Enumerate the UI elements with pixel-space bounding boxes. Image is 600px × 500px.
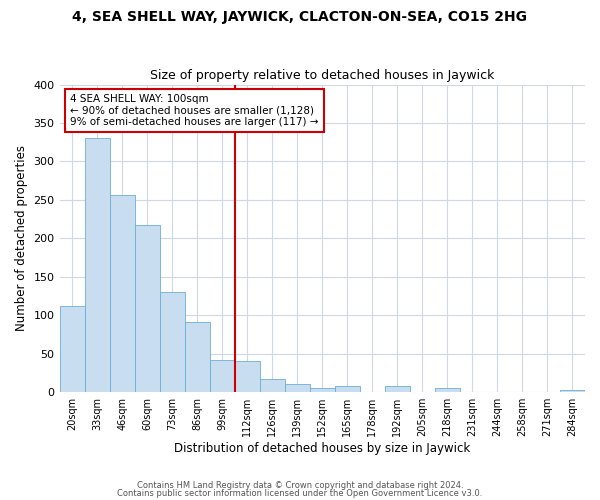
Bar — [285, 384, 310, 392]
Bar — [235, 362, 260, 392]
Text: Contains HM Land Registry data © Crown copyright and database right 2024.: Contains HM Land Registry data © Crown c… — [137, 481, 463, 490]
Bar — [209, 360, 235, 392]
Bar — [110, 196, 134, 392]
Bar — [134, 224, 160, 392]
Y-axis label: Number of detached properties: Number of detached properties — [15, 146, 28, 332]
Bar — [335, 386, 360, 392]
Bar — [260, 379, 285, 392]
X-axis label: Distribution of detached houses by size in Jaywick: Distribution of detached houses by size … — [174, 442, 470, 455]
Text: 4, SEA SHELL WAY, JAYWICK, CLACTON-ON-SEA, CO15 2HG: 4, SEA SHELL WAY, JAYWICK, CLACTON-ON-SE… — [73, 10, 527, 24]
Bar — [385, 386, 410, 392]
Title: Size of property relative to detached houses in Jaywick: Size of property relative to detached ho… — [150, 69, 494, 82]
Bar — [160, 292, 185, 392]
Bar — [59, 306, 85, 392]
Bar — [310, 388, 335, 392]
Text: Contains public sector information licensed under the Open Government Licence v3: Contains public sector information licen… — [118, 488, 482, 498]
Bar — [560, 390, 585, 392]
Text: 4 SEA SHELL WAY: 100sqm
← 90% of detached houses are smaller (1,128)
9% of semi-: 4 SEA SHELL WAY: 100sqm ← 90% of detache… — [70, 94, 319, 127]
Bar — [185, 322, 209, 392]
Bar — [435, 388, 460, 392]
Bar — [85, 138, 110, 392]
